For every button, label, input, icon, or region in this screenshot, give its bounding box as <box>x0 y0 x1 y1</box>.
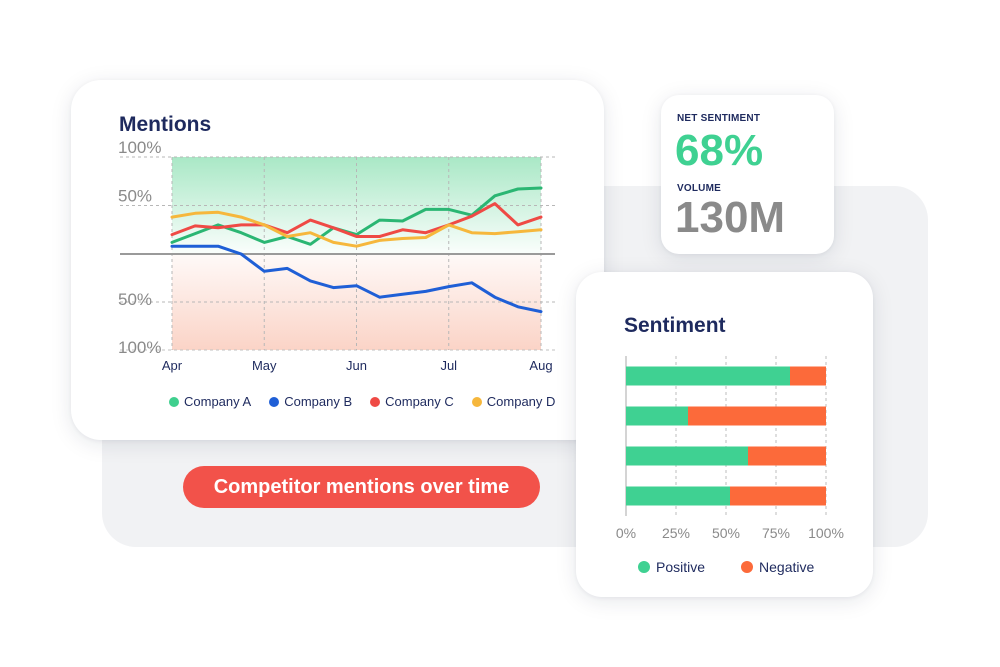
legend-company-d: Company D <box>471 394 556 409</box>
sentiment-title: Sentiment <box>624 314 726 337</box>
x-tick-label: Jun <box>346 358 367 373</box>
legend-label: Company C <box>385 394 454 409</box>
y-tick-label: 100% <box>118 338 161 357</box>
x-tick-label: May <box>252 358 277 373</box>
y-tick-label: 50% <box>118 187 152 206</box>
legend-label: Company A <box>184 394 252 409</box>
legend-label: Company B <box>284 394 353 409</box>
legend-company-b: Company B <box>269 394 352 409</box>
negative-dot <box>741 561 754 573</box>
series-line-company-a <box>170 186 543 246</box>
series-line-company-d <box>170 210 543 248</box>
caption-pill: Competitor mentions over time <box>183 466 540 508</box>
bar-negative <box>688 406 826 426</box>
company-a-dot <box>169 396 179 407</box>
bar-positive <box>626 446 748 466</box>
company-d-dot <box>471 396 482 407</box>
x-tick-label: 100% <box>808 525 844 541</box>
net-sentiment-value: 68% <box>675 126 764 175</box>
series-line-company-c <box>170 202 543 238</box>
x-tick-label: Jul <box>440 358 457 373</box>
bar-negative <box>730 486 826 506</box>
x-tick-label: 25% <box>662 525 690 541</box>
sentiment-card: Sentiment 0% 25% 50% 75% 100% Positive Negat… <box>576 272 873 597</box>
stats-card: NET SENTIMENT 68% VOLUME 130M <box>661 95 834 254</box>
series-line-company-b <box>170 244 543 314</box>
y-tick-label: 100% <box>118 138 161 157</box>
x-tick-label: 0% <box>616 525 636 541</box>
bar-positive <box>626 486 730 506</box>
legend-company-a: Company A <box>169 394 251 409</box>
x-tick-label: 75% <box>762 525 790 541</box>
legend-negative: Negative <box>741 559 814 575</box>
legend-label: Negative <box>759 559 815 575</box>
legend-label: Company D <box>486 394 556 409</box>
sentiment-bar-chart: 0% 25% 50% 75% 100% <box>616 356 844 541</box>
legend-company-c: Company C <box>370 394 454 409</box>
x-tick-label: 50% <box>712 525 740 541</box>
bar-positive <box>626 366 790 386</box>
mentions-legend: Company A Company B Company C Company D <box>169 394 573 409</box>
volume-label: VOLUME <box>677 183 721 194</box>
x-tick-label: Apr <box>162 358 183 373</box>
mentions-card: Mentions 100% 50% 50% 100% Apr May Jun Jul Aug C… <box>71 80 604 440</box>
mentions-title: Mentions <box>119 113 212 136</box>
company-b-dot <box>269 396 280 407</box>
legend-label: Positive <box>656 559 706 575</box>
legend-positive: Positive <box>638 559 705 575</box>
y-tick-label: 50% <box>118 290 152 309</box>
bar-positive <box>626 406 688 426</box>
positive-dot <box>638 561 650 573</box>
net-sentiment-label: NET SENTIMENT <box>677 113 761 124</box>
bar-negative <box>748 446 826 466</box>
sentiment-legend: Positive Negative <box>638 559 850 575</box>
x-tick-label: Aug <box>529 358 552 373</box>
volume-value: 130M <box>675 193 786 242</box>
bar-negative <box>790 366 826 386</box>
mentions-line-chart: 100%50%50%100%Apr May Jun Jul Aug <box>118 138 555 373</box>
company-c-dot <box>370 396 381 407</box>
